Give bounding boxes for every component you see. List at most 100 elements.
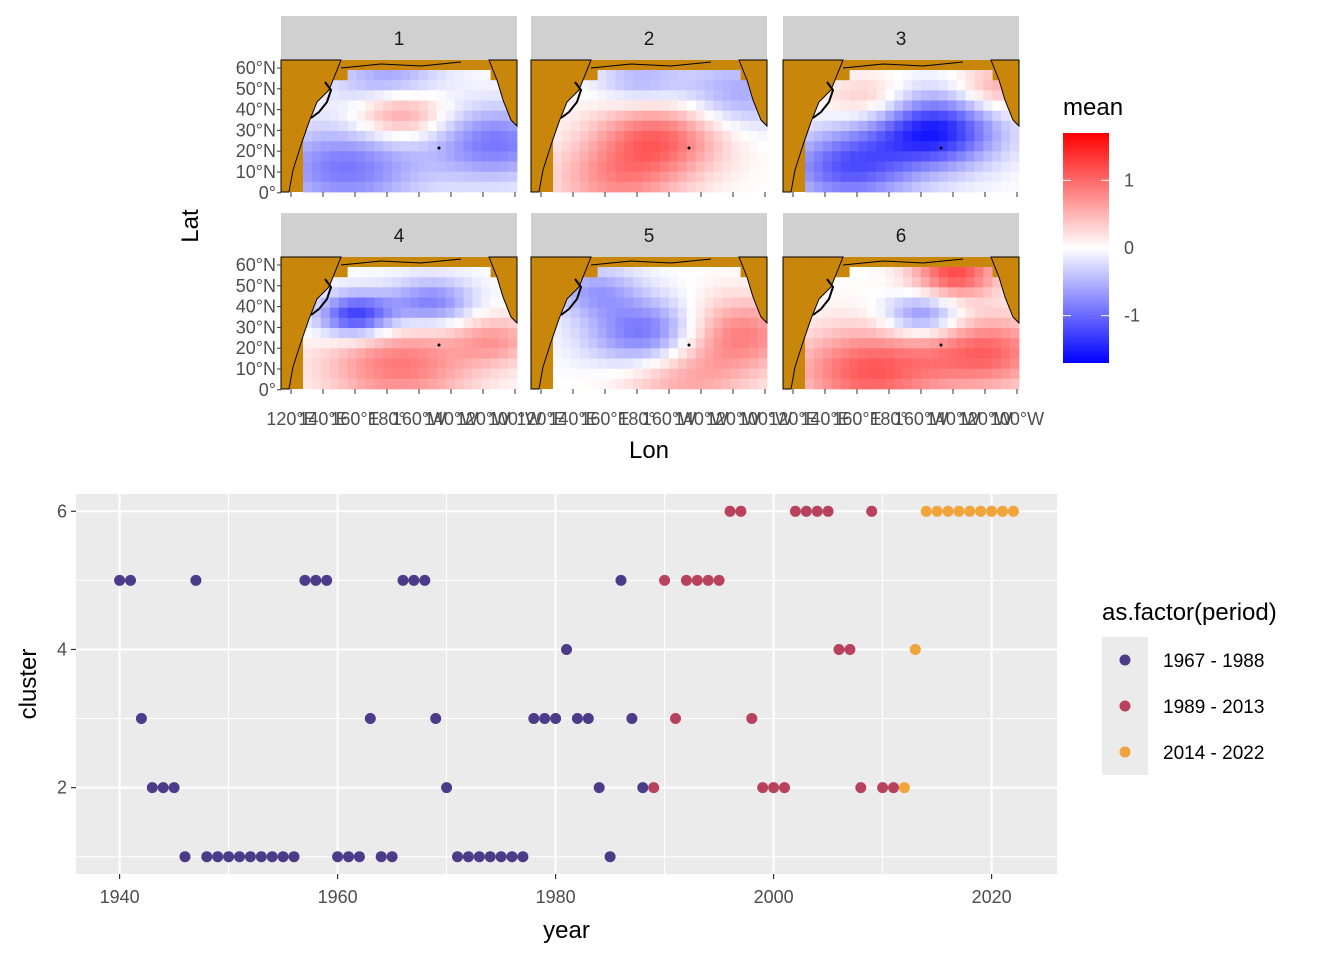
anomaly-cell — [374, 277, 384, 288]
facet-strip-label: 2 — [644, 29, 655, 50]
lat-tick-label: 20°N — [236, 338, 276, 358]
america-coast — [488, 59, 518, 128]
anomaly-cell — [956, 307, 966, 319]
anomaly-cell — [338, 131, 348, 142]
anomaly-cell — [722, 358, 732, 370]
anomaly-cell — [365, 317, 375, 329]
anomaly-cell — [392, 287, 402, 298]
anomaly-cell — [392, 358, 402, 370]
anomaly-cell — [704, 151, 714, 162]
anomaly-cell — [347, 348, 357, 359]
anomaly-cell — [436, 287, 447, 298]
anomaly-cell — [418, 90, 429, 101]
anomaly-cell — [410, 358, 420, 370]
anomaly-cell — [418, 171, 429, 183]
anomaly-cell — [974, 141, 984, 152]
anomaly-cell — [410, 171, 420, 183]
anomaly-cell — [651, 100, 661, 112]
anomaly-cell — [633, 277, 643, 288]
data-point — [114, 574, 126, 586]
anomaly-cell — [570, 90, 581, 101]
map-facet-5: 5 — [530, 213, 768, 394]
data-point — [190, 574, 202, 586]
anomaly-cell — [695, 307, 705, 319]
anomaly-cell — [338, 287, 348, 298]
anomaly-cell — [912, 141, 922, 152]
anomaly-cell — [858, 120, 868, 132]
data-point — [877, 782, 889, 794]
anomaly-cell — [374, 90, 384, 101]
anomaly-cell — [624, 277, 634, 288]
anomaly-cell — [633, 307, 643, 319]
anomaly-cell — [374, 338, 384, 349]
anomaly-cell — [805, 161, 815, 173]
anomaly-cell — [633, 171, 643, 183]
anomaly-cell — [320, 307, 331, 319]
anomaly-cell — [445, 80, 455, 91]
anomaly-cell — [615, 277, 625, 288]
anomaly-cell — [374, 141, 384, 152]
anomaly-cell — [642, 267, 652, 278]
anomaly-cell — [929, 338, 940, 349]
anomaly-cell — [740, 171, 750, 183]
anomaly-cell — [929, 348, 940, 359]
data-point — [484, 851, 496, 863]
anomaly-cell — [392, 151, 402, 162]
anomaly-cell — [660, 378, 670, 390]
anomaly-cell — [418, 120, 429, 132]
anomaly-cell — [704, 328, 714, 339]
anomaly-cell — [903, 80, 913, 91]
anomaly-cell — [365, 307, 375, 319]
anomaly-cell — [454, 287, 464, 298]
anomaly-cell — [695, 277, 705, 288]
anomaly-cell — [731, 307, 741, 319]
anomaly-cell — [418, 348, 429, 359]
anomaly-cell — [445, 277, 455, 288]
anomaly-cell — [383, 80, 393, 91]
hawaii-islands — [939, 146, 943, 150]
anomaly-cell — [320, 151, 331, 162]
anomaly-cell — [392, 181, 402, 193]
anomaly-cell — [633, 151, 643, 162]
anomaly-cell — [436, 161, 447, 173]
anomaly-cell — [920, 328, 931, 339]
anomaly-cell — [508, 141, 518, 152]
anomaly-cell — [499, 378, 509, 390]
anomaly-cell — [722, 90, 732, 101]
lat-tick-label: 0° — [259, 183, 276, 203]
anomaly-cell — [903, 368, 913, 380]
anomaly-cell — [722, 317, 732, 329]
anomaly-cell — [695, 378, 705, 390]
anomaly-cell — [677, 307, 688, 319]
anomaly-cell — [956, 287, 966, 298]
japan-coast — [812, 278, 835, 316]
lat-tick-label: 30°N — [236, 120, 276, 140]
anomaly-cell — [974, 338, 984, 349]
anomaly-cell — [374, 307, 384, 319]
anomaly-cell — [463, 100, 473, 112]
data-point — [997, 505, 1008, 517]
anomaly-cell — [713, 328, 723, 339]
anomaly-cell — [490, 297, 500, 309]
data-point — [528, 713, 540, 724]
anomaly-cell — [974, 378, 984, 390]
anomaly-cell — [660, 161, 670, 173]
anomaly-cell — [805, 171, 815, 183]
anomaly-cell — [668, 338, 679, 349]
anomaly-cell — [374, 100, 384, 112]
anomaly-cell — [490, 348, 500, 359]
anomaly-cell — [436, 100, 447, 112]
anomaly-cell — [858, 171, 868, 183]
anomaly-cell — [722, 131, 732, 142]
anomaly-cell — [929, 141, 940, 152]
anomaly-cell — [338, 358, 348, 370]
anomaly-cell — [347, 110, 357, 122]
anomaly-cell — [329, 338, 340, 349]
data-point — [789, 505, 801, 517]
anomaly-cell — [920, 151, 931, 162]
anomaly-cell — [338, 141, 348, 152]
anomaly-cell — [338, 171, 348, 183]
anomaly-cell — [731, 131, 741, 142]
anomaly-cell — [885, 297, 895, 309]
anomaly-cell — [686, 70, 697, 81]
